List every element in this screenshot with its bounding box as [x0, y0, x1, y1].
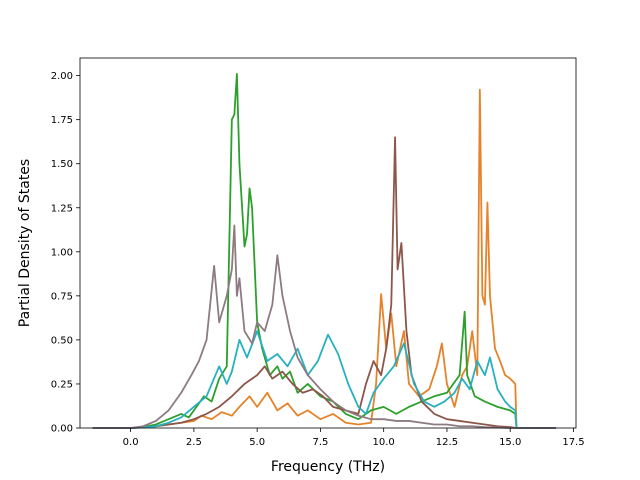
series-layer [92, 72, 556, 429]
y-tick-label: 1.75 [51, 115, 73, 126]
y-tick-label: 1.00 [51, 247, 73, 258]
series-2-line [92, 72, 556, 429]
x-axis-ticks: 0.0 2.5 5.0 7.5 10.0 12.5 15.0 17.5 [123, 428, 585, 448]
series-5-line [92, 224, 556, 429]
y-tick-label: 0.25 [51, 379, 73, 390]
x-axis-title: Frequency (THz) [271, 459, 385, 475]
x-tick-label: 12.5 [436, 437, 458, 448]
plot-frame [79, 57, 577, 429]
x-tick-label: 2.5 [186, 437, 202, 448]
x-tick-label: 5.0 [249, 437, 265, 448]
y-tick-label: 2.00 [51, 71, 73, 82]
x-tick-label: 10.0 [373, 437, 395, 448]
y-axis-ticks: 0.00 0.25 0.50 0.75 1.00 1.25 1.50 1.75 2.00 [51, 71, 80, 435]
x-tick-label: 17.5 [562, 437, 584, 448]
series-4-line [92, 330, 556, 429]
x-tick-label: 0.0 [123, 437, 139, 448]
x-tick-label: 15.0 [499, 437, 521, 448]
x-tick-label: 7.5 [312, 437, 328, 448]
y-tick-label: 0.50 [51, 335, 73, 346]
y-tick-label: 1.25 [51, 203, 73, 214]
y-tick-label: 0.75 [51, 291, 73, 302]
y-tick-label: 0.00 [51, 424, 73, 435]
y-tick-label: 1.50 [51, 159, 73, 170]
plot-area [80, 58, 576, 428]
y-axis-title: Partial Density of States [17, 159, 33, 327]
